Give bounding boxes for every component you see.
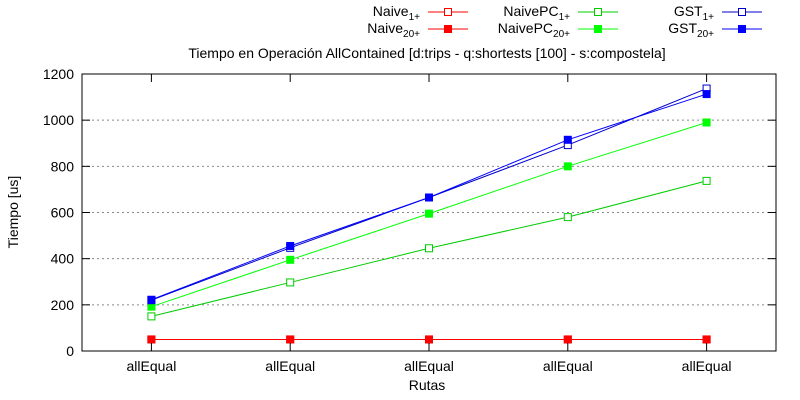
legend-marker [444,25,452,33]
legend-marker [594,8,602,16]
data-point [286,241,295,250]
legend-entry: NaivePC20+ [498,20,618,40]
data-point [563,162,572,171]
data-point [425,335,433,344]
y-tick-label: 800 [51,158,75,174]
legend-entry: GST20+ [668,20,762,40]
legend-label: NaivePC1+ [503,3,570,23]
y-tick-label: 0 [66,343,74,359]
legend-label: NaivePC20+ [498,20,570,40]
series-naive-20plus [147,335,711,344]
y-tick-label: 400 [51,251,75,267]
legend-entry: Naive1+ [373,3,468,23]
legend-label: Naive1+ [373,3,420,23]
legend-marker [738,8,746,16]
data-point [563,135,572,144]
y-tick-label: 200 [51,297,75,313]
legend-entry: GST1+ [674,3,762,23]
legend-marker [594,25,602,33]
data-point [425,244,433,253]
legend-entry: NaivePC1+ [503,3,618,23]
data-point [702,335,711,344]
legend-marker [738,25,746,33]
y-tick-label: 1200 [43,66,74,82]
x-tick-label: allEqual [265,358,315,374]
data-point [286,335,295,344]
data-point [702,90,711,99]
data-point [286,278,295,287]
data-point [425,193,433,202]
legend-marker [444,8,452,16]
chart-title: Tiempo en Operación AllContained [d:trip… [188,45,665,61]
tick-layer: 0 200 400 600 800 1000 1200 allEqual allEqual all… [43,66,776,374]
legend-entry: Naive20+ [367,20,468,40]
data-point [147,295,156,304]
data-point [425,209,433,218]
legend-label: GST20+ [668,20,714,40]
data-point [702,176,711,185]
x-tick-label: allEqual [126,358,176,374]
data-point [563,335,572,344]
data-point [147,335,156,344]
series-naivepc-1plus [147,176,711,321]
legend-label: Naive20+ [367,20,420,40]
y-axis-label: Tiempo [us] [5,176,21,249]
data-point [286,255,295,264]
data-point [147,302,156,311]
series-naivepc-20plus [147,118,711,311]
series-layer [147,84,711,344]
x-tick-label: allEqual [404,358,454,374]
data-point [563,213,572,222]
legend: Naive1+Naive20+ NaivePC1+NaivePC20+ GST1+G… [367,3,762,40]
data-point [147,312,156,321]
x-tick-label: allEqual [682,358,732,374]
y-tick-label: 1000 [43,112,74,128]
data-point [702,118,711,127]
x-tick-label: allEqual [543,358,593,374]
legend-label: GST1+ [674,3,714,23]
x-axis-label: Rutas [409,377,446,393]
series-gst-20plus [147,90,711,304]
y-tick-label: 600 [51,205,75,221]
